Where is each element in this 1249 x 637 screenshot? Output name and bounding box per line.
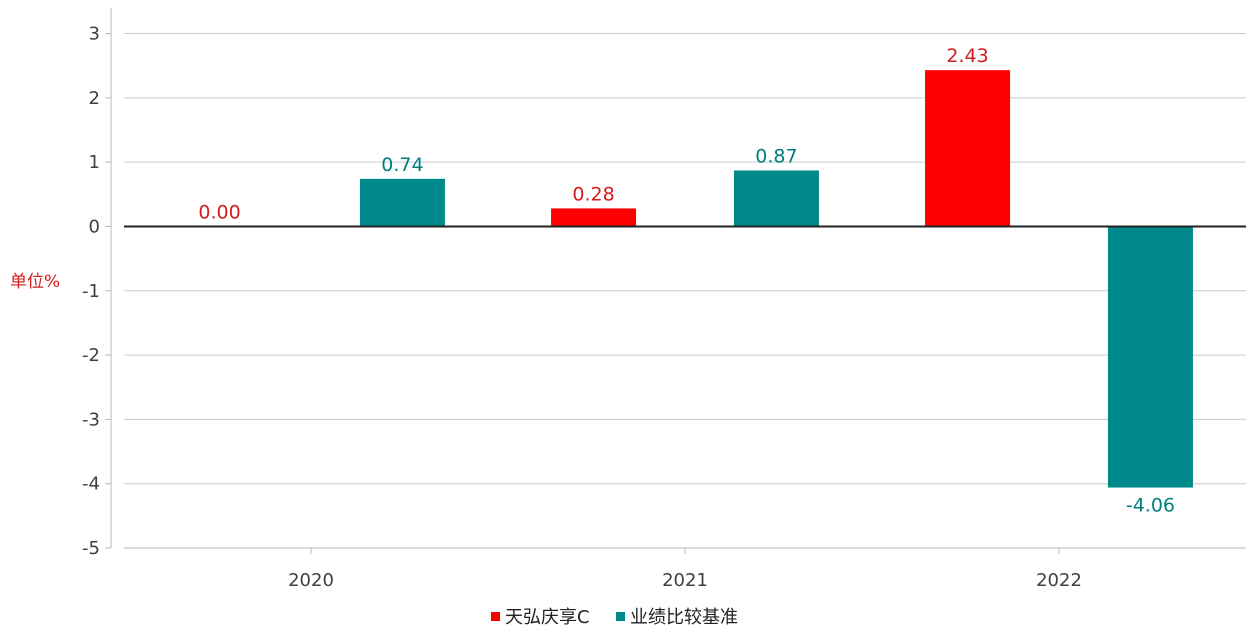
data-label: 0.87 <box>755 145 797 167</box>
data-label: 2.43 <box>946 45 988 67</box>
legend-swatch <box>616 612 625 621</box>
y-tick-label: -2 <box>82 345 100 366</box>
y-tick-label: 2 <box>89 88 100 109</box>
bar <box>551 208 637 227</box>
y-tick-label: 3 <box>89 24 100 45</box>
bars <box>359 70 1193 488</box>
legend-swatch <box>491 612 500 621</box>
data-label: 0.00 <box>198 201 240 223</box>
legend-entry: 业绩比较基准 <box>630 607 738 628</box>
bar <box>925 70 1011 227</box>
y-tick-label: -3 <box>82 409 100 430</box>
y-tick-label: -1 <box>82 281 100 302</box>
legend-entry: 天弘庆享C <box>505 607 590 628</box>
x-tick-label: 2021 <box>662 570 708 591</box>
bar <box>733 170 819 227</box>
y-axis-label: 单位% <box>10 272 60 292</box>
legend: 天弘庆享C 业绩比较基准 <box>491 607 738 628</box>
data-label: -4.06 <box>1126 495 1175 517</box>
gridlines <box>124 33 1246 549</box>
y-tick-label: 1 <box>89 152 100 173</box>
y-tick-label: -5 <box>82 538 100 559</box>
y-axis: 3 2 1 0 -1 -2 -3 -4 -5 <box>82 8 112 559</box>
bar <box>1107 226 1193 488</box>
y-tick-label: -4 <box>82 474 100 495</box>
bar <box>359 178 445 227</box>
data-label: 0.28 <box>572 183 614 205</box>
x-axis: 2020 2021 2022 <box>124 547 1246 591</box>
x-tick-label: 2022 <box>1036 570 1082 591</box>
data-labels: 0.00 0.74 0.28 0.87 2.43 -4.06 <box>198 45 1175 516</box>
x-tick-label: 2020 <box>288 570 334 591</box>
y-tick-label: 0 <box>89 216 100 237</box>
data-label: 0.74 <box>381 154 423 176</box>
